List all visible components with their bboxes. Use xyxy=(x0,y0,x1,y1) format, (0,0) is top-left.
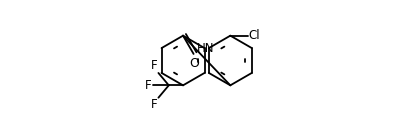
Text: HN: HN xyxy=(197,42,214,55)
Text: Cl: Cl xyxy=(249,29,260,42)
Text: F: F xyxy=(144,79,151,92)
Text: F: F xyxy=(150,59,157,72)
Text: O: O xyxy=(189,57,199,70)
Text: F: F xyxy=(150,98,157,111)
